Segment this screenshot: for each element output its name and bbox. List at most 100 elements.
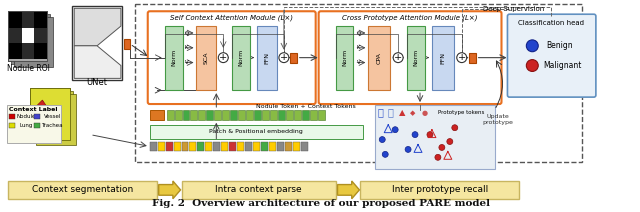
Bar [8,181,157,199]
Text: Norm: Norm [171,49,176,66]
Bar [31,88,70,139]
Text: Patch & Positional embedding: Patch & Positional embedding [209,129,303,134]
Bar [229,142,236,151]
Circle shape [457,53,467,63]
Bar [6,105,61,142]
Bar [8,114,15,119]
Bar [166,110,173,120]
Bar [278,110,285,120]
Text: Trachea: Trachea [42,123,63,128]
Bar [269,142,276,151]
Text: Prototype tokens: Prototype tokens [438,110,484,115]
Text: Lung: Lung [20,123,33,128]
Text: ▲: ▲ [399,109,405,117]
Text: Intra context parse: Intra context parse [215,185,302,194]
Bar [135,4,582,162]
Circle shape [452,125,458,131]
Bar [11,14,51,64]
Bar [8,123,15,128]
Bar [213,142,220,151]
Bar [164,26,182,90]
Bar [432,26,454,90]
Bar [8,11,47,61]
Text: Inter prototype recall: Inter prototype recall [392,185,488,194]
Text: +: + [458,53,466,62]
Circle shape [393,53,403,63]
Circle shape [380,137,385,142]
Text: FFN: FFN [264,52,269,64]
Polygon shape [74,46,121,78]
Polygon shape [74,8,121,46]
FancyBboxPatch shape [508,14,596,97]
Bar [150,125,364,139]
Text: Update
prototype: Update prototype [482,114,513,125]
Bar [72,6,122,80]
Text: Q: Q [184,31,189,35]
Text: Context Label: Context Label [9,107,58,112]
Bar [198,110,205,120]
Bar [182,110,189,120]
Bar [232,26,250,90]
Text: Norm: Norm [342,49,347,66]
Bar [35,114,40,119]
Bar [205,142,212,151]
Circle shape [427,132,433,138]
Bar [253,142,260,151]
Bar [214,110,221,120]
Text: UNet: UNet [86,78,108,87]
Bar [360,181,520,199]
Bar [182,142,189,151]
Text: ◆: ◆ [410,109,416,117]
Bar [301,142,308,151]
Bar [197,142,204,151]
Bar [407,26,425,90]
Bar [31,88,70,139]
Text: Norm: Norm [413,49,419,66]
Bar [290,53,297,63]
Bar [182,181,335,199]
Text: Q: Q [356,31,360,35]
Bar [335,26,353,90]
Text: CPA: CPA [377,52,382,64]
Text: Malignant: Malignant [543,61,581,70]
Circle shape [447,139,452,145]
Bar [468,53,476,63]
Text: Classification head: Classification head [518,20,584,26]
Bar [375,105,495,169]
Text: ●: ● [422,109,428,117]
Bar [222,110,229,120]
Bar [270,110,277,120]
Bar [35,123,40,128]
Bar [191,110,197,120]
Bar [254,110,261,120]
Bar [257,26,277,90]
Bar [294,110,301,120]
Circle shape [412,132,418,138]
Circle shape [405,146,411,152]
Bar [175,110,182,120]
Text: FFN: FFN [440,52,445,64]
Polygon shape [159,181,180,199]
Bar [124,39,130,49]
Bar [369,26,390,90]
Bar [157,142,164,151]
Circle shape [382,151,388,157]
Bar [36,94,76,145]
Text: Nodule ROI: Nodule ROI [7,64,50,73]
Bar [286,110,293,120]
Bar [196,26,216,90]
Bar [285,142,292,151]
Bar [262,110,269,120]
Bar [166,142,173,151]
Text: +: + [280,53,288,62]
Text: Nodule Token + Context Tokens: Nodule Token + Context Tokens [256,105,356,109]
Text: ~: ~ [48,110,57,120]
Text: +: + [219,53,227,62]
Bar [237,142,244,151]
Bar [277,142,284,151]
Bar [230,110,237,120]
Text: Nodule: Nodule [17,114,36,119]
Text: ★: ★ [387,108,393,117]
Text: Norm: Norm [239,49,244,66]
Polygon shape [35,100,51,118]
